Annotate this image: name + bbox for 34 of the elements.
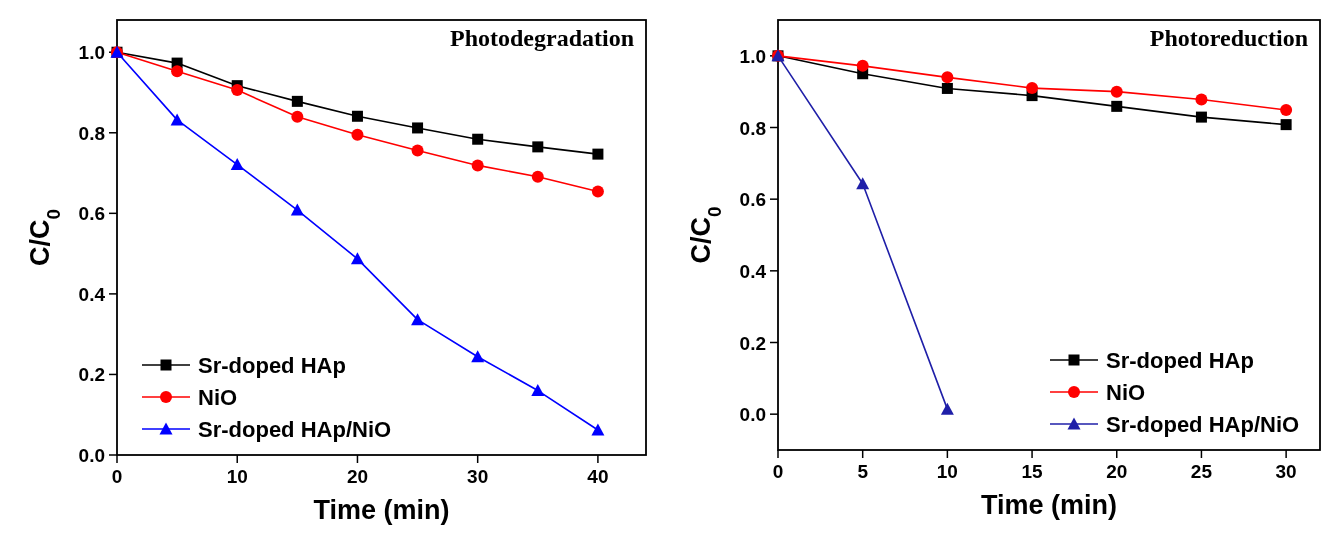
x-tick-label: 20 — [346, 466, 369, 487]
y-tick-label: 0.8 — [78, 122, 105, 144]
legend-label: Sr-doped HAp — [198, 353, 346, 378]
x-tick-label: 10 — [936, 461, 958, 482]
x-tick-label: 0 — [772, 461, 784, 482]
x-tick-label: 5 — [857, 461, 869, 482]
chart-title: Photoreduction — [1149, 25, 1308, 51]
x-tick-label: 10 — [226, 466, 248, 487]
x-tick-label: 30 — [1275, 461, 1297, 482]
legend-label: NiO — [1106, 380, 1146, 405]
x-axis-title: Time (min) — [980, 490, 1118, 520]
y-tick-label: 0.6 — [739, 189, 766, 211]
x-tick-label: 15 — [1021, 461, 1044, 482]
y-tick-label: 0.0 — [78, 445, 105, 466]
y-tick-label: 0.2 — [739, 332, 766, 354]
x-tick-label: 40 — [587, 466, 609, 487]
x-tick-label: 30 — [467, 466, 489, 487]
y-tick-label: 0.6 — [78, 203, 105, 225]
y-tick-label: 0.2 — [78, 364, 105, 386]
x-tick-label: 20 — [1106, 461, 1128, 482]
legend-label: Sr-doped HAp/NiO — [198, 417, 392, 442]
legend-label: Sr-doped HAp — [1106, 348, 1254, 373]
y-tick-label: 1.0 — [739, 45, 766, 67]
y-tick-label: 0.4 — [739, 260, 767, 282]
y-tick-label: 0.4 — [78, 283, 106, 305]
y-tick-label: 0.0 — [739, 404, 766, 426]
y-tick-label: 0.8 — [739, 117, 766, 139]
legend-label: NiO — [198, 385, 238, 410]
chart-title: Photodegradation — [449, 25, 634, 51]
x-axis-title: Time (min) — [313, 495, 450, 525]
x-tick-label: 25 — [1190, 461, 1213, 482]
x-tick-label: 0 — [111, 466, 123, 487]
legend-label: Sr-doped HAp/NiO — [1106, 412, 1300, 437]
y-tick-label: 1.0 — [78, 42, 105, 64]
